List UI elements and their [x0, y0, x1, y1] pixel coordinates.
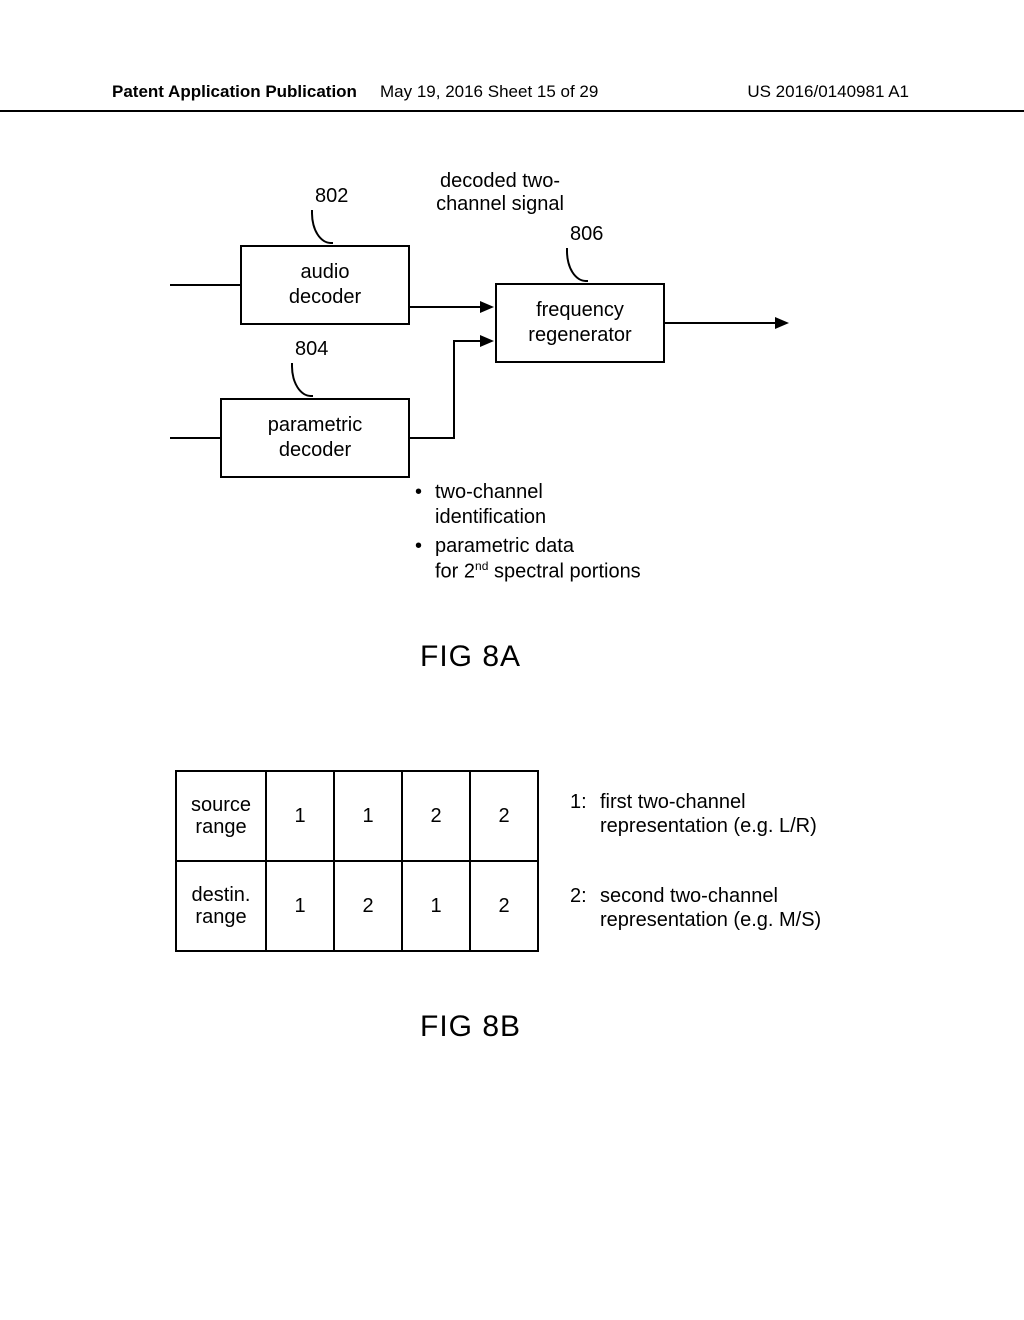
label-decoded-signal: decoded two-channel signal [425, 170, 575, 216]
legend-1-num: 1: [570, 790, 600, 838]
cell-src-2: 1 [334, 771, 402, 861]
bullet-2-text: parametric data for 2nd spectral portion… [435, 534, 641, 585]
block-audio-decoder: audio decoder [240, 245, 410, 325]
wire-param-out-h1 [410, 437, 455, 439]
bullet-dot: • [415, 534, 435, 585]
bullet-1-text: two-channel identification [435, 480, 546, 530]
caption-fig-8a: FIG 8A [420, 640, 521, 674]
legend: 1: first two-channel representation (e.g… [570, 790, 890, 932]
wire-in-audio [170, 284, 240, 286]
legend-2-num: 2: [570, 884, 600, 932]
ref-num-802: 802 [315, 185, 348, 208]
row-label-destin: destin. range [176, 861, 266, 951]
ref-num-806: 806 [570, 223, 603, 246]
bullet-2-line1: parametric data [435, 535, 574, 557]
cell-dst-3: 1 [402, 861, 470, 951]
cell-dst-2: 2 [334, 861, 402, 951]
cell-dst-4: 2 [470, 861, 538, 951]
range-table: source range 1 1 2 2 destin. range 1 2 1… [175, 770, 539, 952]
header-left: Patent Application Publication [112, 82, 357, 102]
arrow-param-to-freq [480, 335, 494, 347]
cell-src-4: 2 [470, 771, 538, 861]
row-label-source: source range [176, 771, 266, 861]
table-row-destin: destin. range 1 2 1 2 [176, 861, 538, 951]
wire-freq-out [665, 322, 775, 324]
figure-8b: source range 1 1 2 2 destin. range 1 2 1… [175, 770, 895, 1020]
bullet-2-sup: nd [475, 559, 488, 573]
block-frequency-regenerator: frequency regenerator [495, 283, 665, 363]
bullet-list: • two-channel identification • parametri… [415, 480, 715, 585]
legend-1-text: first two-channel representation (e.g. L… [600, 790, 817, 838]
figure-8a: 802 decoded two-channel signal 806 audio… [200, 190, 900, 660]
bullet-dot: • [415, 480, 435, 530]
cell-src-1: 1 [266, 771, 334, 861]
block-parametric-decoder: parametric decoder [220, 398, 410, 478]
bullet-2-tail: spectral portions [488, 561, 640, 583]
arrow-freq-out [775, 317, 789, 329]
bullet-2-for: for 2 [435, 561, 475, 583]
legend-2-text: second two-channel representation (e.g. … [600, 884, 821, 932]
leader-802 [311, 210, 333, 244]
wire-in-parametric [170, 437, 220, 439]
table-row-source: source range 1 1 2 2 [176, 771, 538, 861]
legend-item-1: 1: first two-channel representation (e.g… [570, 790, 890, 838]
wire-audio-to-freq [410, 306, 480, 308]
cell-dst-1: 1 [266, 861, 334, 951]
arrow-audio-to-freq [480, 301, 494, 313]
caption-fig-8b: FIG 8B [420, 1010, 521, 1044]
page-root: Patent Application Publication May 19, 2… [0, 0, 1024, 1320]
wire-param-out-v [453, 340, 455, 439]
legend-item-2: 2: second two-channel representation (e.… [570, 884, 890, 932]
header-mid: May 19, 2016 Sheet 15 of 29 [380, 82, 598, 102]
bullet-2: • parametric data for 2nd spectral porti… [415, 534, 715, 585]
header-right: US 2016/0140981 A1 [747, 82, 909, 102]
cell-src-3: 2 [402, 771, 470, 861]
wire-param-out-h2 [453, 340, 480, 342]
bullet-1: • two-channel identification [415, 480, 715, 530]
page-header: Patent Application Publication May 19, 2… [0, 82, 1024, 112]
leader-804 [291, 363, 313, 397]
leader-806 [566, 248, 588, 282]
ref-num-804: 804 [295, 338, 328, 361]
